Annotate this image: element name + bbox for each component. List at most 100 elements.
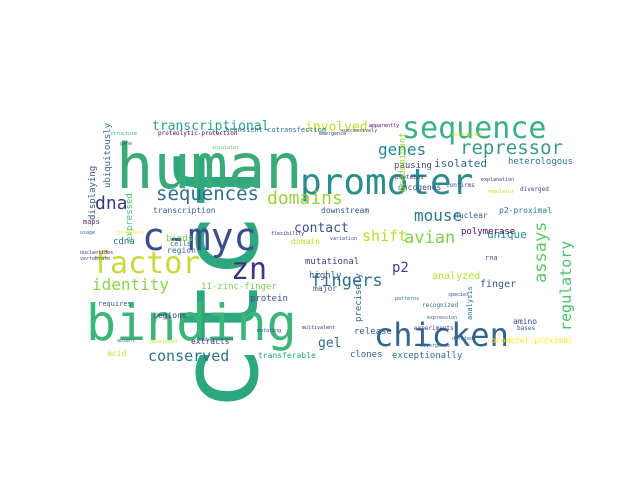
word-amino: amino [513,317,537,326]
word-p2-proximal: p2-proximal [499,206,552,215]
word-structure: structure [110,131,137,137]
word-sequence: sequence [402,111,547,146]
word-human: human [116,130,303,203]
word-release: release [354,327,392,337]
word-rna: rna [485,254,498,262]
word-predominant: predominant [398,132,408,192]
word-cdna: cdna [113,237,135,247]
word-emergence: emergence [319,131,346,137]
word-transient-cotransfection: transient-cotransfection [225,126,326,134]
word-transcription: transcription [153,206,216,215]
word-polymerase: polymerase [461,227,515,237]
word-expression: expression [427,315,457,321]
word-nuclear: nuclear [454,211,488,220]
word-flexibility: flexibility [271,231,304,237]
word-species: species [448,292,469,298]
word-heterologous: heterologous [508,157,573,167]
word-proteolytic-protection: proteolytic-protection [158,130,238,137]
word-expressed: expressed [125,193,135,242]
word-isolated: isolated [434,157,487,170]
word-domains: domains [267,188,343,209]
word-sequences: sequences [156,183,259,205]
word-binding: binding [86,294,297,352]
word-contact: contact [294,221,349,236]
word-ctcf: ctcf [155,147,283,412]
word-analyzed: analyzed [432,271,480,282]
word-insulator: insulator [212,145,239,151]
word-maps: maps [83,218,100,226]
word-extracts: extracts [191,337,230,346]
word-regulator: regulator [487,189,514,195]
word-promoters: promoters [117,230,144,236]
word-mouse: mouse [414,206,462,225]
word-transcriptional: transcriptional [152,119,269,134]
word-binds: binds [166,234,193,244]
word-proteins: proteins [395,174,424,181]
word-absent: absent [117,338,135,344]
word-factor: factor [92,246,200,281]
word-unique: unique [487,228,527,241]
word-avian: avian [404,228,455,248]
word-downstream: downstream [321,206,369,215]
word-nucleotides: nucleotides [80,250,113,256]
word-usage: usage [80,230,95,236]
word-determined: determined [452,132,482,138]
word-shift: shift [362,227,407,245]
word-fingers: fingers [311,271,383,291]
word-variation: variation [330,236,357,242]
word-highly: highly [309,271,342,281]
word-apparently: apparently [369,123,399,129]
word-explanation: explanation [481,177,514,183]
word-pausing: pausing [394,161,432,171]
word-genes: genes [378,140,426,159]
word-clones: clones [350,350,383,360]
word-diverged: diverged [520,186,549,193]
word-regulatory: regulatory [557,241,575,331]
word-identity: identity [92,275,169,294]
word-developed: developed [150,339,177,345]
word-displaying: displaying [88,166,98,220]
word-promoter: promoter [300,162,473,203]
word-major: major [313,284,337,293]
word-acid: acid [107,349,126,358]
word-confirms: confirms [446,182,475,189]
word-regions: regions [153,311,187,320]
word-p2: p2 [392,260,409,276]
word-deleted: deleted [452,336,473,342]
word-c-myc: c-myc [142,215,256,259]
word-gel: gel [318,336,341,351]
word-patterns: patterns [395,296,419,302]
word-ubiquitously: ubiquitously [103,122,113,188]
word-gene: gene [120,141,132,147]
word-exceptionally: exceptionally [392,351,463,361]
word-oncogenes: oncogenes [398,183,442,192]
word-recognized: recognized [422,302,459,309]
word-precisely: precisely [354,273,364,322]
word-cells: cells [170,240,191,248]
word-multivalent: multivalent [302,325,335,331]
word-promoter-proximal: promoter-proximal [491,336,573,345]
word-transferable: transferable [258,351,316,360]
word-assays: assays [531,222,551,283]
word-successively: successively [341,128,377,134]
word-mutating: mutating [257,328,281,334]
word-region: region [167,246,196,255]
word-requires: requires [98,300,132,308]
word-11-zinc-finger: 11-zinc-finger [201,282,277,292]
word-doublestrand: doublestrand [197,337,233,343]
word-conserved: conserved [148,347,229,365]
word-chicken: chicken [374,316,509,354]
word-divergence: divergence [420,343,450,349]
word-bases: bases [517,325,535,332]
word-finger: finger [480,279,516,290]
word-vertebrate: vertebrate [80,256,110,262]
word-repressor: repressor [460,137,563,159]
word-mutational: mutational [305,257,359,267]
word-zn: zn [231,252,267,287]
word-involved: involved [305,120,368,135]
word-protein: protein [250,294,288,304]
